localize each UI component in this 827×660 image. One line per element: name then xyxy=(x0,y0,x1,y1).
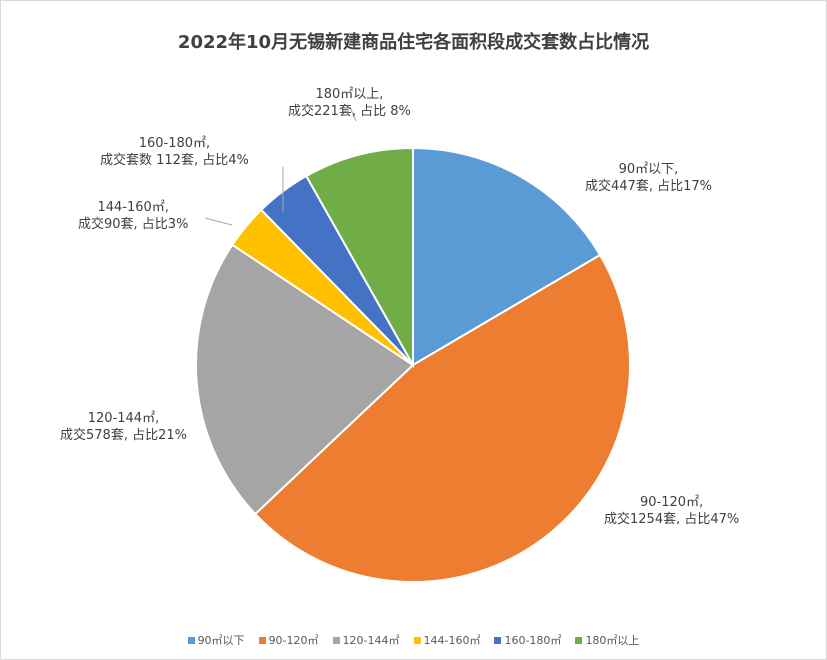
legend-swatch xyxy=(494,636,502,644)
legend-label: 90-120㎡ xyxy=(268,634,319,647)
data-label-160-180: 160-180㎡, 成交套数 112套, 占比4% xyxy=(100,136,249,168)
slice-90-below xyxy=(412,146,602,367)
legend-item: 90㎡以下 xyxy=(187,632,245,648)
legend-swatch xyxy=(332,636,340,644)
leader-line xyxy=(349,106,357,122)
slice-120-144 xyxy=(195,243,415,516)
slice-90-120 xyxy=(253,253,631,583)
legend-label: 90㎡以下 xyxy=(197,634,245,647)
legend-label: 120-144㎡ xyxy=(342,634,400,647)
leader-line xyxy=(204,217,233,226)
data-label-90-120: 90-120㎡, 成交1254套, 占比47% xyxy=(604,495,740,527)
legend-swatch xyxy=(258,636,266,644)
legend-label: 144-160㎡ xyxy=(423,634,481,647)
data-label-144-160: 144-160㎡, 成交90套, 占比3% xyxy=(78,200,189,232)
data-label-120-144: 120-144㎡, 成交578套, 占比21% xyxy=(60,411,187,443)
legend-swatch xyxy=(575,636,583,644)
legend-swatch xyxy=(187,636,195,644)
legend-item: 120-144㎡ xyxy=(332,632,400,648)
slice-180-above xyxy=(304,146,414,369)
legend-item: 160-180㎡ xyxy=(494,632,561,648)
legend-item: 180㎡以上 xyxy=(575,632,639,648)
legend-label: 180㎡以上 xyxy=(585,634,640,647)
data-label-180-above: 180㎡以上, 成交221套, 占比 8% xyxy=(288,87,411,119)
data-label-90-below: 90㎡以下, 成交447套, 占比17% xyxy=(585,162,712,194)
chart-title: 2022年10月无锡新建商品住宅各面积段成交套数占比情况 xyxy=(177,32,650,53)
legend-item: 144-160㎡ xyxy=(413,632,481,648)
chart-legend: 90㎡以下 90-120㎡ 120-144㎡ 144-160㎡ 160-180㎡… xyxy=(0,632,827,648)
legend-label: 160-180㎡ xyxy=(504,634,562,647)
legend-swatch xyxy=(413,636,421,644)
legend-item: 90-120㎡ xyxy=(258,632,319,648)
